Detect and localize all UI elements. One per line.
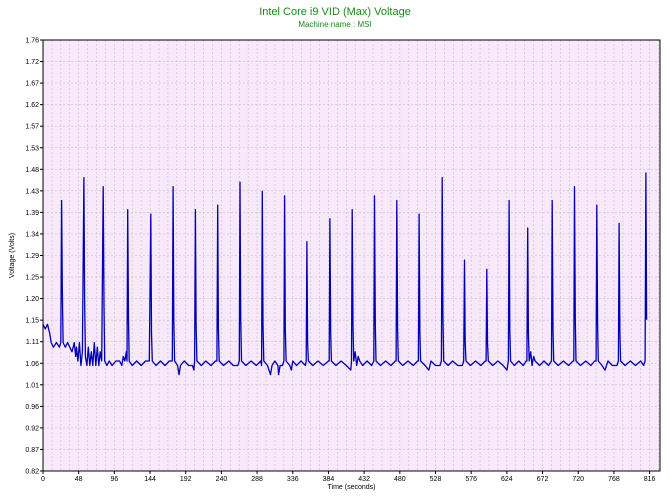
y-tick-label: 0.96: [25, 404, 39, 411]
y-tick-label: 1.72: [25, 59, 39, 66]
x-tick-label: 192: [180, 476, 192, 483]
x-tick-label: 768: [608, 476, 620, 483]
x-tick-label: 288: [251, 476, 263, 483]
y-tick-label: 1.53: [25, 145, 39, 152]
y-tick-label: 1.48: [25, 167, 39, 174]
y-tick-label: 1.29: [25, 253, 39, 260]
y-tick-label: 1.76: [25, 38, 39, 45]
x-tick-label: 432: [358, 476, 370, 483]
x-tick-label: 0: [41, 476, 45, 483]
y-tick-label: 1.11: [26, 339, 39, 346]
x-axis-title: Time (seconds): [328, 484, 376, 491]
x-tick-label: 336: [287, 476, 299, 483]
y-tick-label: 1.57: [25, 124, 39, 131]
y-tick-label: 1.39: [25, 210, 39, 217]
y-axis-title: Voltage (Volts): [9, 233, 16, 278]
x-tick-label: 48: [75, 476, 83, 483]
y-axis-ticks: 0.82 0.87 0.92 0.96 1.01 1.06 1.11 1.15 1.20 1.25…: [25, 38, 43, 476]
x-tick-label: 624: [501, 476, 513, 483]
x-tick-label: 480: [394, 476, 406, 483]
y-tick-label: 1.67: [25, 81, 39, 88]
y-tick-label: 1.62: [25, 102, 39, 109]
x-tick-label: 816: [644, 476, 656, 483]
x-tick-label: 720: [572, 476, 584, 483]
y-tick-label: 1.43: [25, 188, 39, 195]
y-tick-label: 0.82: [25, 469, 39, 476]
y-tick-label: 1.25: [25, 275, 39, 282]
y-tick-label: 1.06: [25, 361, 39, 368]
x-tick-label: 672: [537, 476, 549, 483]
y-tick-label: 1.34: [25, 231, 39, 238]
chart-title: Intel Core i9 VID (Max) Voltage: [259, 6, 411, 18]
y-tick-label: 0.87: [25, 447, 39, 454]
y-tick-label: 1.15: [25, 318, 39, 325]
x-tick-label: 384: [323, 476, 335, 483]
plot-border: [42, 39, 661, 472]
x-axis-ticks: 0 48 96 144 192 240 288 336 384 432 480 528 576 624 67…: [41, 471, 656, 483]
y-tick-label: 1.01: [25, 382, 39, 389]
chart-subtitle: Machine name : MSI: [298, 20, 372, 29]
voltage-series-line: [42, 172, 648, 376]
y-tick-label: 1.20: [25, 296, 39, 303]
x-tick-label: 144: [144, 476, 156, 483]
x-tick-label: 576: [465, 476, 477, 483]
y-tick-label: 0.92: [25, 425, 39, 432]
x-tick-label: 240: [216, 476, 228, 483]
x-tick-label: 528: [430, 476, 442, 483]
x-tick-label: 96: [110, 476, 118, 483]
